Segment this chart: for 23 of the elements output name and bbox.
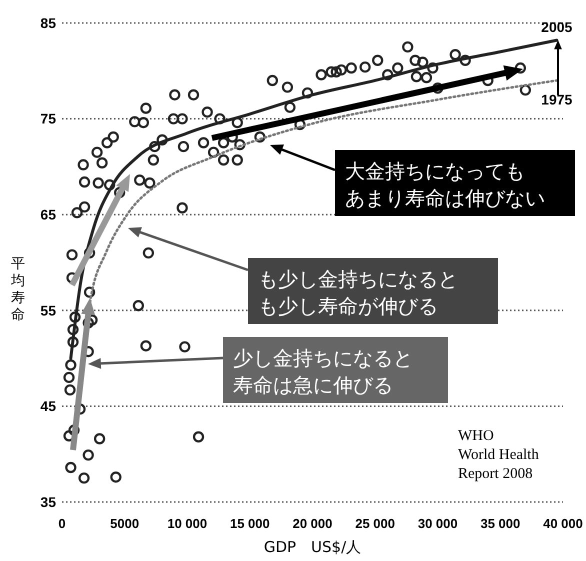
x-tick-label: 5000 <box>110 516 140 531</box>
y-tick-label: 85 <box>40 14 56 31</box>
annotation: も少し金持ちになるとも少し寿命が伸びる <box>258 267 458 318</box>
x-tick-label: 0 <box>58 516 66 531</box>
annotation: WHO World Health Report 2008 <box>458 428 540 482</box>
x-tick-label: 35 000 <box>480 516 520 531</box>
y-tick-label: 75 <box>40 110 56 127</box>
y-tick-label: 35 <box>40 494 56 510</box>
x-axis-title: GDP US$/人 <box>264 538 362 556</box>
x-tick-label: 10 000 <box>167 516 208 531</box>
x-tick-label: 40 000 <box>543 516 583 531</box>
series-label: 2005 <box>541 19 573 36</box>
x-tick-label: 15 000 <box>230 516 270 531</box>
series-label: 1975 <box>541 91 573 108</box>
y-axis-title: 平均寿命 <box>10 256 25 323</box>
y-tick-label: 65 <box>40 206 56 222</box>
annotation: 大金持ちになってもあまり寿命は伸びない <box>345 159 545 210</box>
x-tick-label: 20 000 <box>292 516 332 531</box>
y-tick-label: 45 <box>40 398 56 414</box>
annotation: 少し金持ちになると寿命は急に伸びる <box>233 346 413 397</box>
x-tick-label: 25 000 <box>355 516 396 531</box>
x-tick-label: 30 000 <box>418 516 458 531</box>
y-tick-label: 55 <box>40 302 56 318</box>
